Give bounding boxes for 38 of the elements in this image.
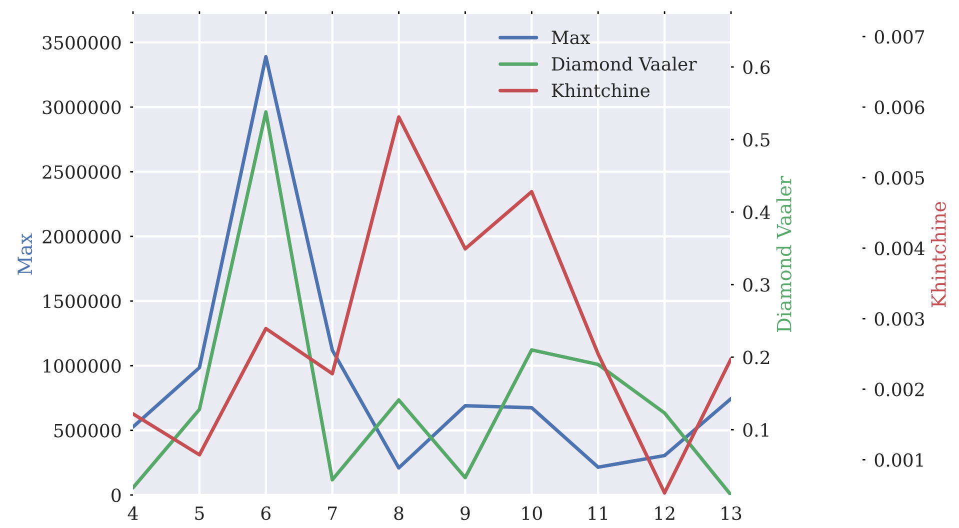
y-tick-label: 2000000 (42, 230, 121, 244)
y3-tick-label: 0.002 (874, 382, 924, 396)
y3-tick-label: 0.005 (874, 171, 924, 185)
x-tick-label: 13 (722, 506, 742, 520)
line-series (133, 54, 731, 470)
y-axis-title: Max (18, 234, 32, 275)
x-tick-label: 7 (328, 506, 337, 520)
y3-tick-label: 0.001 (874, 453, 923, 467)
x-tick-label: 6 (261, 506, 270, 520)
y-tick-label: 1500000 (44, 294, 121, 308)
legend-label: Diamond Vaaler (552, 56, 697, 71)
y3-tick-label: 0.007 (874, 30, 924, 44)
x-tick-label: 9 (460, 506, 470, 520)
y3-axis-title: Khintchine (930, 202, 946, 308)
y2-tick-label: 0.4 (743, 206, 770, 220)
y2-tick-label: 0.2 (743, 350, 770, 364)
y3-tick-label: 0.006 (874, 100, 924, 114)
x-tick-label: 11 (588, 506, 608, 520)
y-tick-label: 3000000 (42, 100, 121, 114)
y-tick-label: 500000 (54, 424, 121, 438)
y3-tick-label: 0.004 (874, 242, 924, 256)
x-tick-label: 10 (522, 506, 542, 520)
y2-tick-label: 0.6 (743, 60, 770, 74)
y-tick-label: 2500000 (42, 165, 121, 179)
y-tick-label: 1000000 (44, 359, 121, 373)
y2-tick-label: 0.5 (743, 132, 770, 147)
x-tick-label: 5 (195, 506, 204, 520)
x-tick-label: 8 (394, 506, 404, 520)
y-tick-label: 3500000 (42, 36, 121, 50)
y-tick-label: 0 (112, 488, 121, 502)
y3-tick-label: 0.003 (874, 312, 924, 326)
y2-axis-title: Diamond Vaaler (776, 176, 792, 332)
legend-label: Max (552, 30, 590, 44)
x-tick-label: 4 (128, 506, 138, 520)
x-tick-label: 12 (655, 506, 674, 520)
y2-tick-label: 0.1 (743, 423, 768, 437)
y2-tick-label: 0.3 (743, 278, 770, 292)
legend-label: Khintchine (552, 83, 650, 98)
